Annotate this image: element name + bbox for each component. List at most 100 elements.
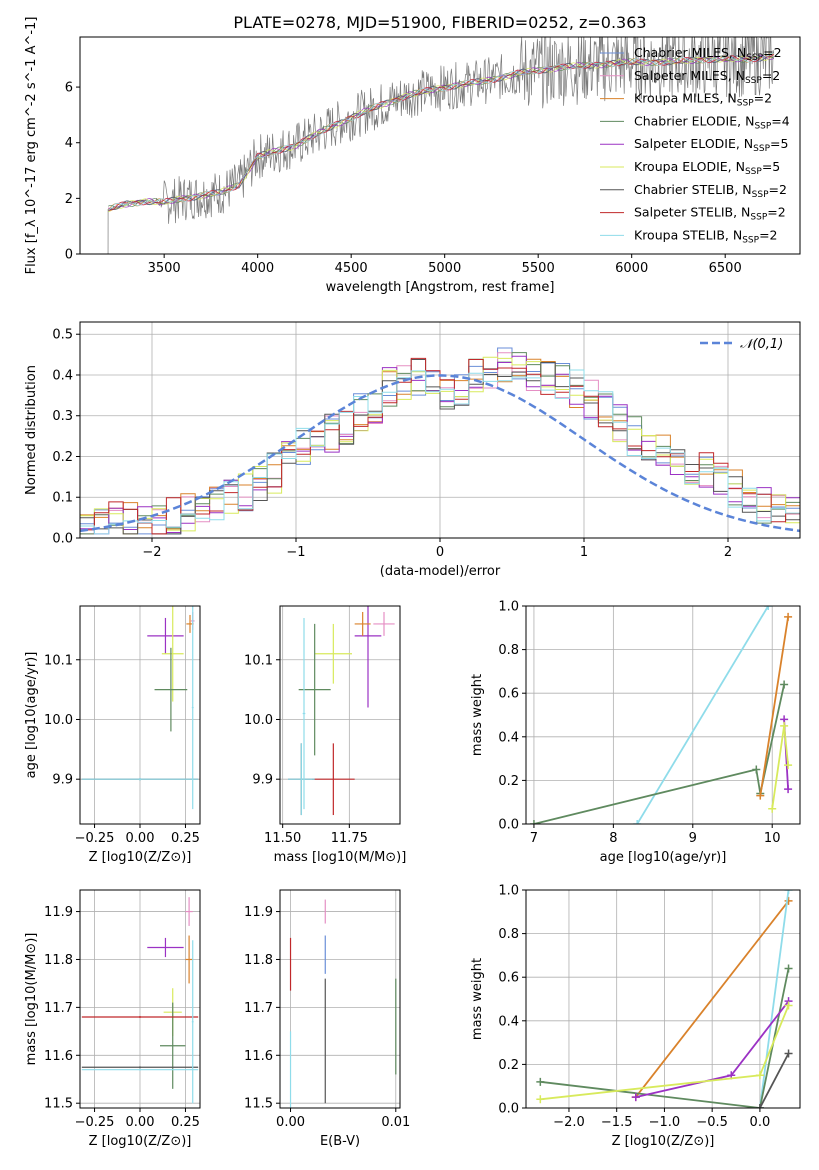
marker-kroupa-stelib bbox=[784, 890, 793, 894]
axes-frame bbox=[79, 36, 801, 255]
axes-frame bbox=[279, 605, 401, 825]
errorbar-kroupa-miles bbox=[185, 935, 193, 984]
line-kroupa-stelib bbox=[759, 890, 790, 1108]
legend-label: Kroupa STELIB, NSSP=2 bbox=[634, 227, 778, 245]
legend-value: =5 bbox=[770, 136, 788, 151]
panel-mass-vs-Z: −0.25 0.00 0.25 11.5 11.6 11.7 11.8 11.9 Z [log1… bbox=[24, 889, 201, 1149]
x-axis-label: Z [log10(Z/Z⊙)] bbox=[89, 850, 192, 865]
x-tick-label: −0.5 bbox=[696, 1115, 728, 1130]
y-tick-label: 0.4 bbox=[498, 1014, 519, 1029]
errorbar-salpeter-miles bbox=[373, 611, 395, 636]
y-tick-label: 0.4 bbox=[498, 730, 519, 745]
legend-subscript: SSP bbox=[742, 235, 759, 245]
hist-kroupa-stelib bbox=[80, 369, 800, 535]
errorbar-kroupa-miles bbox=[354, 611, 371, 636]
plot-area bbox=[289, 899, 397, 1108]
y-tick-label: 10.1 bbox=[44, 653, 73, 668]
y-tick-label: 0.1 bbox=[52, 491, 73, 506]
x-tick-label: 6500 bbox=[709, 261, 742, 276]
y-tick-label: 11.5 bbox=[244, 1097, 273, 1112]
errorbar-salpeter-stelib bbox=[81, 1016, 199, 1018]
axes-frame bbox=[279, 889, 401, 1109]
legend-label: Salpeter ELODIE, NSSP=5 bbox=[634, 136, 788, 154]
y-axis-label: mass [log10(M/M⊙)] bbox=[24, 933, 39, 1066]
y-tick-label: 0.0 bbox=[52, 532, 73, 547]
legend-label: Kroupa ELODIE, NSSP=5 bbox=[634, 159, 780, 177]
panel-spectrum: Chabrier MILES, NSSP=2 Salpeter MILES, NS… bbox=[24, 17, 801, 295]
x-tick-label: −0.25 bbox=[75, 831, 115, 846]
errorbar-kroupa-stelib bbox=[81, 778, 199, 781]
errorbar-kroupa-stelib bbox=[191, 606, 194, 810]
errorbar-kroupa-stelib bbox=[302, 617, 306, 810]
marker-chabrier-elodie bbox=[752, 765, 761, 774]
marker-chabrier-stelib bbox=[784, 1049, 793, 1058]
legend-label: Salpeter STELIB, NSSP=2 bbox=[634, 205, 786, 223]
line-chabrier-elodie bbox=[533, 684, 785, 824]
errorbar-salpeter-stelib bbox=[312, 743, 355, 816]
errorbar-kroupa-elodie bbox=[161, 606, 184, 702]
marker-kroupa-miles bbox=[784, 896, 793, 905]
y-axis-label: mass weight bbox=[470, 958, 485, 1040]
x-tick-label: 1 bbox=[580, 545, 588, 560]
errorbar-kroupa-stelib bbox=[288, 743, 315, 816]
marker-chabrier-elodie bbox=[780, 680, 789, 689]
legend-entry: Kroupa MILES, NSSP=2 bbox=[600, 91, 772, 109]
plot-area bbox=[80, 347, 800, 535]
legend-subscript: SSP bbox=[745, 76, 762, 86]
y-tick-label: 11.6 bbox=[44, 1049, 73, 1064]
x-tick-label: −1.5 bbox=[601, 1115, 633, 1130]
x-tick-label: 0 bbox=[436, 545, 444, 560]
y-tick-label: 0.5 bbox=[52, 328, 73, 343]
legend-label: Salpeter MILES, NSSP=2 bbox=[634, 68, 780, 86]
y-tick-label: 0.6 bbox=[498, 687, 519, 702]
y-tick-label: 4 bbox=[65, 136, 73, 151]
plot-area bbox=[81, 606, 199, 810]
legend-subscript: SSP bbox=[754, 121, 771, 131]
data-spectrum bbox=[107, 37, 775, 254]
legend-value: =2 bbox=[767, 205, 785, 220]
marker-kroupa-elodie bbox=[780, 721, 789, 730]
figure-title: PLATE=0278, MJD=51900, FIBERID=0252, z=0… bbox=[233, 13, 646, 32]
marker-kroupa-elodie bbox=[755, 1071, 764, 1080]
x-tick-label: 11.50 bbox=[264, 831, 301, 846]
model-kroupa-elodie bbox=[107, 55, 774, 213]
plot-area bbox=[529, 606, 793, 824]
x-tick-label: 5500 bbox=[522, 261, 555, 276]
legend-entry: Chabrier ELODIE, NSSP=4 bbox=[600, 113, 790, 131]
x-tick-label: 0.00 bbox=[276, 1115, 305, 1130]
x-axis-label: mass [log10(M/M⊙)] bbox=[274, 850, 407, 865]
panel-weight-vs-age: 7 8 9 10 0.0 0.2 0.4 0.6 0.8 1.0 age [log10(age/yr… bbox=[470, 600, 801, 865]
line-kroupa-elodie bbox=[771, 725, 789, 809]
y-tick-label: 10.0 bbox=[44, 713, 73, 728]
y-tick-label: 11.7 bbox=[244, 1001, 273, 1016]
legend-label: Chabrier MILES, NSSP=2 bbox=[634, 45, 782, 63]
marker-chabrier-elodie bbox=[784, 964, 793, 973]
legend-label: 𝒩(0,1) bbox=[740, 337, 783, 352]
legend-value: =4 bbox=[771, 113, 789, 128]
x-tick-label: 0.01 bbox=[381, 1115, 410, 1130]
y-axis-label: Flux [f_λ 10^-17 erg cm^-2 s^-1 A^-1] bbox=[24, 17, 39, 275]
y-tick-label: 0.8 bbox=[498, 927, 519, 942]
y-tick-label: 11.9 bbox=[44, 905, 73, 920]
marker-kroupa-elodie bbox=[536, 1095, 545, 1104]
errorbar-kroupa-elodie bbox=[314, 623, 352, 684]
y-axis-label: Normed distribution bbox=[24, 365, 39, 495]
y-tick-label: 0 bbox=[65, 248, 73, 263]
legend-subscript: SSP bbox=[753, 144, 770, 154]
plot-area bbox=[536, 890, 793, 1108]
legend-subscript: SSP bbox=[746, 53, 763, 63]
errorbar-salpeter-elodie bbox=[147, 937, 184, 958]
y-tick-label: 11.8 bbox=[244, 953, 273, 968]
marker-kroupa-miles bbox=[756, 791, 765, 800]
errorbar-salpeter-elodie bbox=[354, 606, 382, 708]
x-axis-label: E(B-V) bbox=[320, 1134, 360, 1149]
legend-entry: Kroupa STELIB, NSSP=2 bbox=[600, 227, 778, 245]
y-tick-label: 11.6 bbox=[244, 1049, 273, 1064]
plot-area bbox=[288, 606, 395, 816]
legend-entry: Salpeter ELODIE, NSSP=5 bbox=[600, 136, 788, 154]
panel-weight-vs-Z: −2.0 −1.5 −1.0 −0.5 0.0 0.0 0.2 0.4 0.6 0.8 1.0 Z [… bbox=[470, 884, 801, 1149]
x-tick-label: 0.25 bbox=[171, 831, 200, 846]
legend-label: Kroupa MILES, NSSP=2 bbox=[634, 91, 772, 109]
x-tick-label: 6000 bbox=[615, 261, 648, 276]
legend-entry: Chabrier STELIB, NSSP=2 bbox=[600, 182, 787, 200]
